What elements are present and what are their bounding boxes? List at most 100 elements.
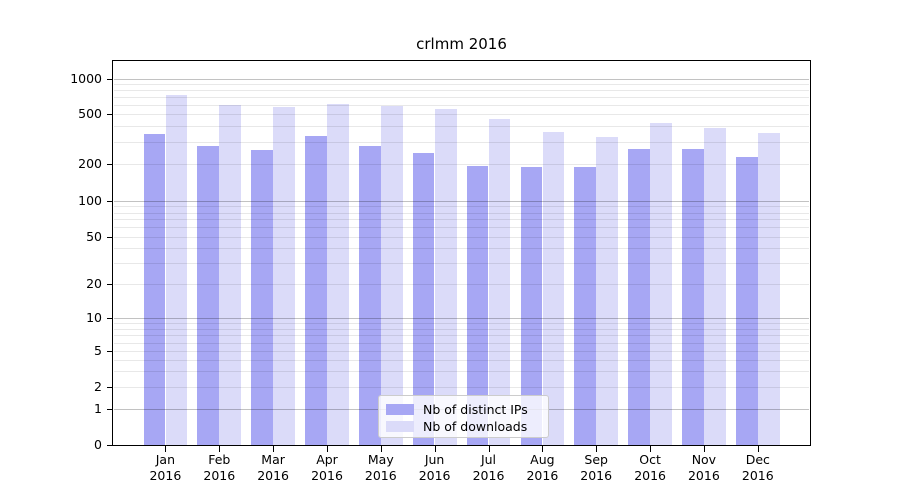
gridline-minor <box>114 164 809 166</box>
gridline-minor <box>114 236 809 238</box>
bar-apr-downloads <box>327 104 349 445</box>
y-tick-label: 200 <box>78 156 102 172</box>
legend-swatch-distinct-ips <box>386 404 414 415</box>
x-tick-mark <box>757 446 759 452</box>
bar-dec-distinct-ips <box>735 156 758 445</box>
bar-oct-downloads <box>650 123 672 445</box>
gridline-minor <box>114 227 809 229</box>
bar-nov-downloads <box>704 127 726 445</box>
y-tick-mark <box>107 445 113 446</box>
x-tick-label-sep: Sep 2016 <box>580 452 613 483</box>
x-tick-mark <box>434 446 436 452</box>
bar-sep-distinct-ips <box>574 166 597 445</box>
y-tick-mark <box>107 408 113 410</box>
x-tick-mark <box>542 446 544 452</box>
gridline-minor <box>114 322 809 324</box>
gridline-minor <box>114 219 809 221</box>
y-tick-mark <box>107 78 113 80</box>
y-tick-label: 1000 <box>70 70 102 86</box>
gridline-minor <box>114 141 809 143</box>
legend-item-distinct-ips: Nb of distinct IPs <box>386 401 540 418</box>
x-tick-label-mar: Mar 2016 <box>257 452 289 483</box>
x-tick-label-apr: Apr 2016 <box>311 452 343 483</box>
y-tick-mark <box>107 164 113 166</box>
x-tick-mark <box>219 446 221 452</box>
bar-aug-distinct-ips <box>520 166 543 445</box>
y-tick-label: 5 <box>94 343 102 359</box>
x-tick-label-jul: Jul 2016 <box>472 452 505 483</box>
bar-feb-downloads <box>219 105 242 445</box>
legend-swatch-downloads <box>386 421 414 432</box>
y-tick-mark <box>107 284 113 286</box>
bar-mar-distinct-ips <box>251 149 273 445</box>
gridline-minor <box>114 104 809 106</box>
x-tick-mark <box>165 446 167 452</box>
gridline-minor <box>114 126 809 127</box>
y-tick-mark <box>107 386 113 388</box>
bar-jun-downloads <box>434 108 457 445</box>
gridline-minor <box>114 113 809 115</box>
bar-may-distinct-ips <box>358 145 381 445</box>
x-tick-label-nov: Nov 2016 <box>687 452 720 483</box>
y-tick-label: 100 <box>78 193 102 208</box>
x-tick-label-jan: Jan 2016 <box>149 452 182 483</box>
y-tick-label: 2 <box>94 378 102 394</box>
gridline-minor <box>114 284 809 286</box>
gridline-minor <box>114 96 809 98</box>
y-tick-label: 1 <box>94 400 102 416</box>
y-tick-label: 10 <box>86 309 102 325</box>
x-tick-mark <box>596 446 598 452</box>
gridline-major <box>114 78 809 80</box>
legend: Nb of distinct IPs Nb of downloads <box>378 395 549 438</box>
y-tick-label: 50 <box>86 228 102 244</box>
bar-jan-downloads <box>165 94 188 445</box>
x-tick-mark <box>273 446 275 452</box>
x-tick-mark <box>327 446 328 452</box>
gridline-minor <box>114 212 809 214</box>
bar-apr-distinct-ips <box>305 136 327 445</box>
x-tick-label-jun: Jun 2016 <box>418 452 451 483</box>
gridline-minor <box>114 206 809 208</box>
bar-dec-downloads <box>757 133 780 445</box>
y-tick-label: 20 <box>86 276 102 292</box>
y-tick-mark <box>107 113 113 115</box>
bar-sep-downloads <box>596 137 619 445</box>
gridline-minor <box>114 342 809 344</box>
x-tick-mark <box>380 446 382 452</box>
gridline-minor <box>114 84 809 85</box>
y-tick-mark <box>107 351 113 353</box>
y-tick-mark <box>107 201 113 202</box>
gridline-minor <box>114 248 809 250</box>
chart-title: crlmm 2016 <box>416 35 507 53</box>
bar-jun-distinct-ips <box>412 153 435 445</box>
gridline-minor <box>114 351 809 353</box>
gridline-minor <box>114 263 809 265</box>
gridline-major <box>114 317 809 319</box>
y-tick-label: 0 <box>94 437 102 452</box>
bar-jan-distinct-ips <box>143 134 166 445</box>
gridline-minor <box>114 335 809 336</box>
gridline-major <box>114 201 809 202</box>
x-tick-label-may: May 2016 <box>364 452 397 483</box>
legend-label-downloads: Nb of downloads <box>423 419 528 434</box>
bar-aug-downloads <box>542 132 565 445</box>
bar-may-downloads <box>380 106 403 445</box>
bar-mar-downloads <box>273 107 295 445</box>
x-tick-label-dec: Dec 2016 <box>741 452 774 483</box>
bar-oct-distinct-ips <box>628 149 650 445</box>
y-tick-label: 500 <box>78 105 102 121</box>
gridline-minor <box>114 90 809 91</box>
x-tick-mark <box>650 446 652 452</box>
bar-feb-distinct-ips <box>197 145 220 445</box>
gridline-minor <box>114 328 809 330</box>
bar-nov-distinct-ips <box>682 149 704 445</box>
gridline-minor <box>114 386 809 388</box>
bar-jul-distinct-ips <box>466 166 489 445</box>
y-tick-mark <box>107 236 113 238</box>
x-tick-label-aug: Aug 2016 <box>526 452 559 483</box>
gridline-minor <box>114 359 809 361</box>
gridline-minor <box>114 371 809 372</box>
bar-jul-downloads <box>488 119 511 445</box>
x-tick-label-feb: Feb 2016 <box>203 452 236 483</box>
